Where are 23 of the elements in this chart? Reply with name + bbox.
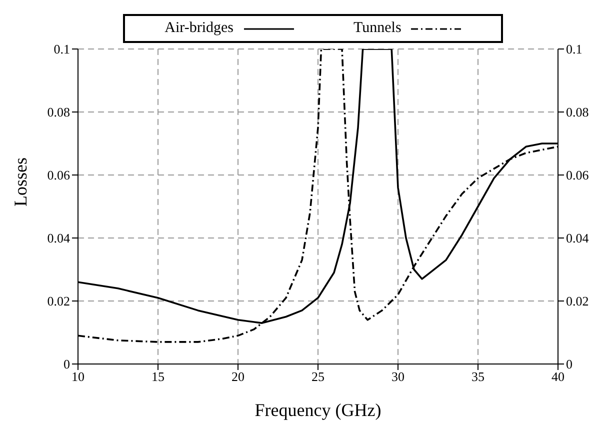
y2-tick-label: 0: [566, 356, 572, 372]
y-tick-label: 0.06: [47, 168, 70, 183]
y2-tick-label: 0.1: [566, 42, 582, 57]
x-tick-label: 35: [472, 369, 484, 384]
x-axis-title: Frequency (GHz): [254, 400, 382, 420]
x-tick-label: 40: [552, 369, 564, 384]
x-tick-label: 10: [72, 369, 84, 384]
y-tick-label: 0.04: [47, 230, 70, 246]
y-tick-label: 0: [64, 356, 70, 372]
y-tick-label: 0.1: [54, 42, 70, 57]
y2-tick-label: 0.06: [566, 168, 590, 183]
x-tick-label: 25: [312, 369, 324, 384]
y-tick-label: 0.08: [47, 104, 70, 120]
y-axis-title: Losses: [10, 158, 30, 206]
x-tick-label: 15: [152, 369, 164, 384]
legend-label: Air-bridges: [164, 20, 234, 37]
y2-tick-label: 0.08: [566, 104, 589, 120]
legend-label: Tunnels: [354, 20, 402, 37]
y-tick-label: 0.02: [47, 294, 70, 309]
x-tick-label: 30: [392, 369, 404, 384]
x-tick-label: 20: [232, 369, 244, 384]
y2-tick-label: 0.04: [566, 230, 590, 246]
y2-tick-label: 0.02: [566, 294, 589, 309]
